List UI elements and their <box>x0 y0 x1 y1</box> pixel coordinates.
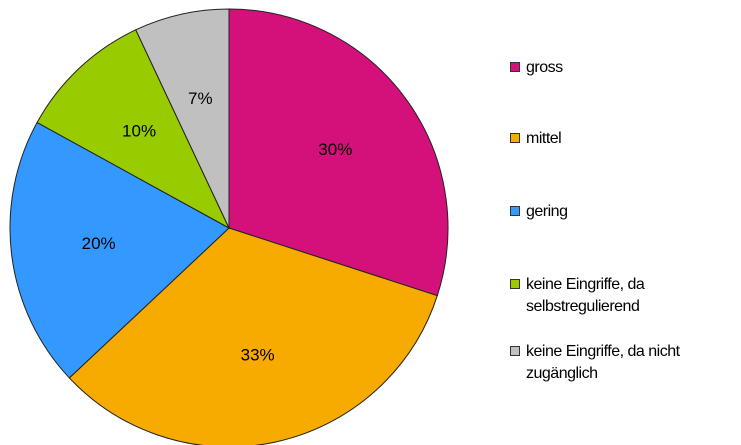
legend-swatch <box>510 133 520 143</box>
pie-slice <box>36 29 231 230</box>
legend-item: keine Eingriffe, da nicht zugänglich <box>510 341 738 385</box>
slice-label: 30% <box>318 140 352 159</box>
legend-label: keine Eingriffe, da selbstregulierend <box>526 276 645 315</box>
legend-swatch <box>510 62 520 72</box>
pie-slice <box>9 121 230 379</box>
legend-swatch <box>510 279 520 289</box>
legend-label: mittel <box>526 130 562 147</box>
pie-slice <box>68 227 438 445</box>
slice-label: 20% <box>82 234 116 253</box>
legend-label: gering <box>526 203 568 220</box>
legend-label: gross <box>526 59 563 76</box>
slice-label: 10% <box>122 122 156 141</box>
legend-swatch <box>510 206 520 216</box>
legend-item: gross <box>510 57 738 79</box>
pie-slice <box>135 8 230 229</box>
legend-item: keine Eingriffe, da selbstregulierend <box>510 274 738 318</box>
legend-swatch <box>510 346 520 356</box>
legend-item: gering <box>510 201 738 223</box>
slice-label: 7% <box>188 89 213 108</box>
pie-slice <box>228 8 449 297</box>
legend-label: keine Eingriffe, da nicht zugänglich <box>526 343 680 382</box>
legend-item: mittel <box>510 128 738 150</box>
slice-label: 33% <box>241 346 275 365</box>
